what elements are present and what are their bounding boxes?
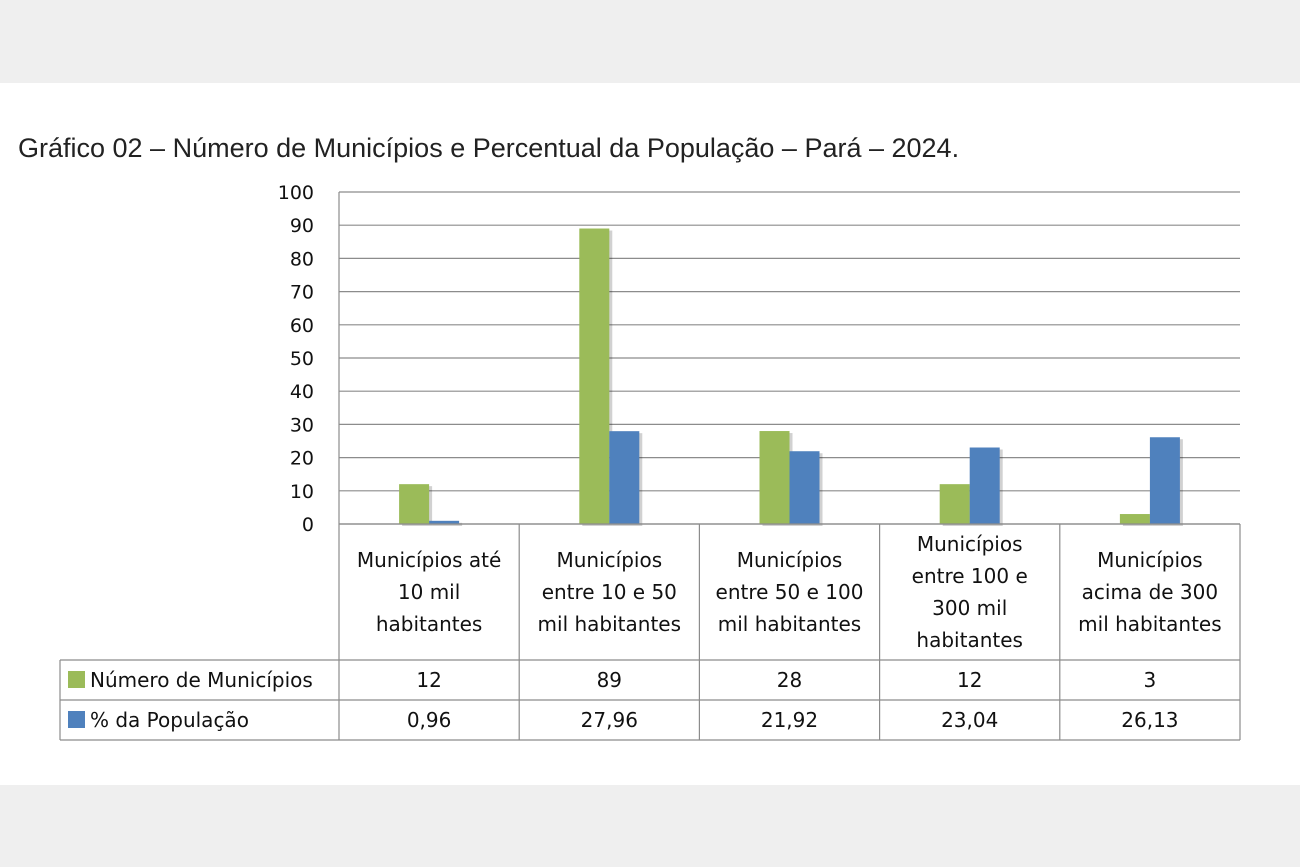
data-label: 3 <box>1144 668 1157 692</box>
y-tick-label: 20 <box>290 448 314 470</box>
data-label: 23,04 <box>941 708 998 732</box>
y-tick-label: 60 <box>290 315 314 337</box>
y-tick-label: 70 <box>290 282 314 304</box>
y-axis: 0 10 20 30 40 50 60 70 80 90 100 <box>278 182 340 740</box>
category-label: mil habitantes <box>718 612 861 636</box>
data-label: 26,13 <box>1121 708 1178 732</box>
legend-swatch <box>68 671 85 688</box>
y-tick-label: 90 <box>290 215 314 237</box>
category-label: acima de 300 <box>1082 580 1218 604</box>
bar-numero-municipios <box>1119 514 1150 524</box>
category-label: Municípios até <box>357 548 501 572</box>
category-label: Municípios <box>556 548 662 572</box>
data-label: 27,96 <box>581 708 638 732</box>
chart-page <box>0 83 1300 785</box>
y-tick-label: 40 <box>290 381 314 403</box>
category-label: Municípios <box>917 532 1023 556</box>
data-label: 0,96 <box>407 708 452 732</box>
bar-numero-municipios <box>939 484 970 524</box>
bar-percentual-populacao <box>789 451 820 524</box>
y-tick-label: 0 <box>302 514 314 536</box>
legend-swatch <box>68 711 85 728</box>
bar-percentual-populacao <box>609 431 640 524</box>
category-label: entre 100 e <box>912 564 1028 588</box>
y-tick-label: 80 <box>290 248 314 270</box>
bar-percentual-populacao <box>429 520 460 524</box>
data-label: 12 <box>416 668 441 692</box>
data-table: Municípios até 10 mil habitantes Municípios… <box>59 523 1241 741</box>
chart-title: Gráfico 02 – Número de Municípios e Perc… <box>18 133 960 163</box>
category-label: habitantes <box>376 612 483 636</box>
data-label: 28 <box>777 668 802 692</box>
data-label: 89 <box>597 668 622 692</box>
category-label: mil habitantes <box>1078 612 1221 636</box>
legend-label: Número de Municípios <box>90 668 313 692</box>
bar-percentual-populacao <box>969 447 1000 524</box>
y-tick-label: 50 <box>290 348 314 370</box>
gridlines <box>339 191 1240 525</box>
category-label: entre 10 e 50 <box>542 580 677 604</box>
y-tick-label: 10 <box>290 481 314 503</box>
data-label: 12 <box>957 668 982 692</box>
category-label: 300 mil <box>932 596 1007 620</box>
bars <box>399 228 1183 526</box>
y-tick-label: 30 <box>290 414 314 436</box>
data-label: 21,92 <box>761 708 818 732</box>
category-label: 10 mil <box>398 580 460 604</box>
category-label: entre 50 e 100 <box>716 580 864 604</box>
bar-numero-municipios <box>399 484 430 524</box>
bar-percentual-populacao <box>1149 437 1180 524</box>
y-tick-label: 100 <box>278 182 314 204</box>
bar-numero-municipios <box>759 431 790 524</box>
bar-numero-municipios <box>579 228 610 524</box>
category-label: mil habitantes <box>538 612 681 636</box>
category-label: Municípios <box>1097 548 1203 572</box>
category-label: Municípios <box>737 548 843 572</box>
legend-label: % da População <box>90 708 249 732</box>
category-label: habitantes <box>916 628 1023 652</box>
